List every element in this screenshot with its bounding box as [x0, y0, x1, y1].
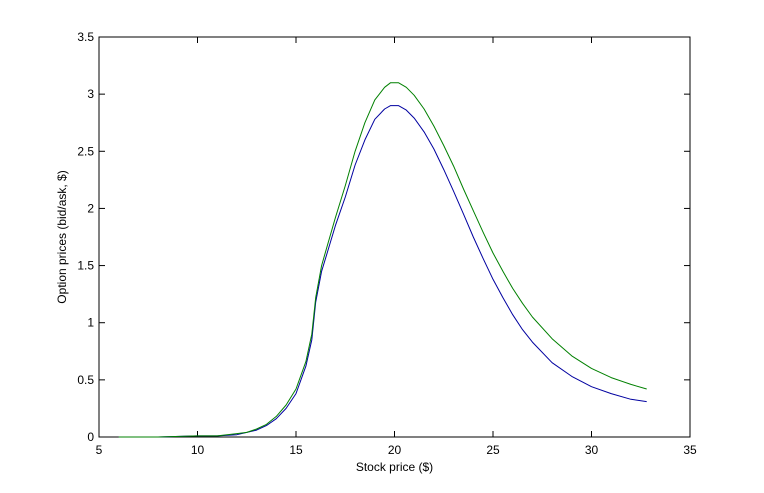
y-tick-label: 2.5 [77, 144, 94, 158]
x-tick-label: 30 [585, 443, 599, 457]
plot-area: 5 10 15 20 25 30 35 0 0.5 1 1.5 2 2.5 3 3.5 [77, 30, 697, 457]
x-tick-label: 20 [388, 443, 402, 457]
x-tick-label: 5 [96, 443, 103, 457]
x-axis-label: Stock price ($) [356, 460, 433, 474]
x-tick-label: 25 [486, 443, 500, 457]
x-axis-ticks: 5 10 15 20 25 30 35 [96, 37, 697, 457]
y-axis-label: Option prices (bid/ask, $) [55, 170, 69, 303]
y-tick-label: 1 [87, 316, 94, 330]
series-line-1 [118, 105, 647, 438]
series-line-2 [118, 82, 647, 438]
axes-box [98, 36, 691, 438]
x-tick-label: 10 [191, 443, 205, 457]
x-tick-label: 35 [683, 443, 697, 457]
series-layer [118, 82, 647, 438]
y-axis-ticks: 0 0.5 1 1.5 2 2.5 3 3.5 [77, 30, 690, 444]
y-tick-label: 0 [87, 430, 94, 444]
y-tick-label: 0.5 [77, 373, 94, 387]
x-tick-label: 15 [289, 443, 303, 457]
y-tick-label: 1.5 [77, 259, 94, 273]
y-tick-label: 3.5 [77, 30, 94, 44]
y-tick-label: 3 [87, 87, 94, 101]
y-tick-label: 2 [87, 201, 94, 215]
